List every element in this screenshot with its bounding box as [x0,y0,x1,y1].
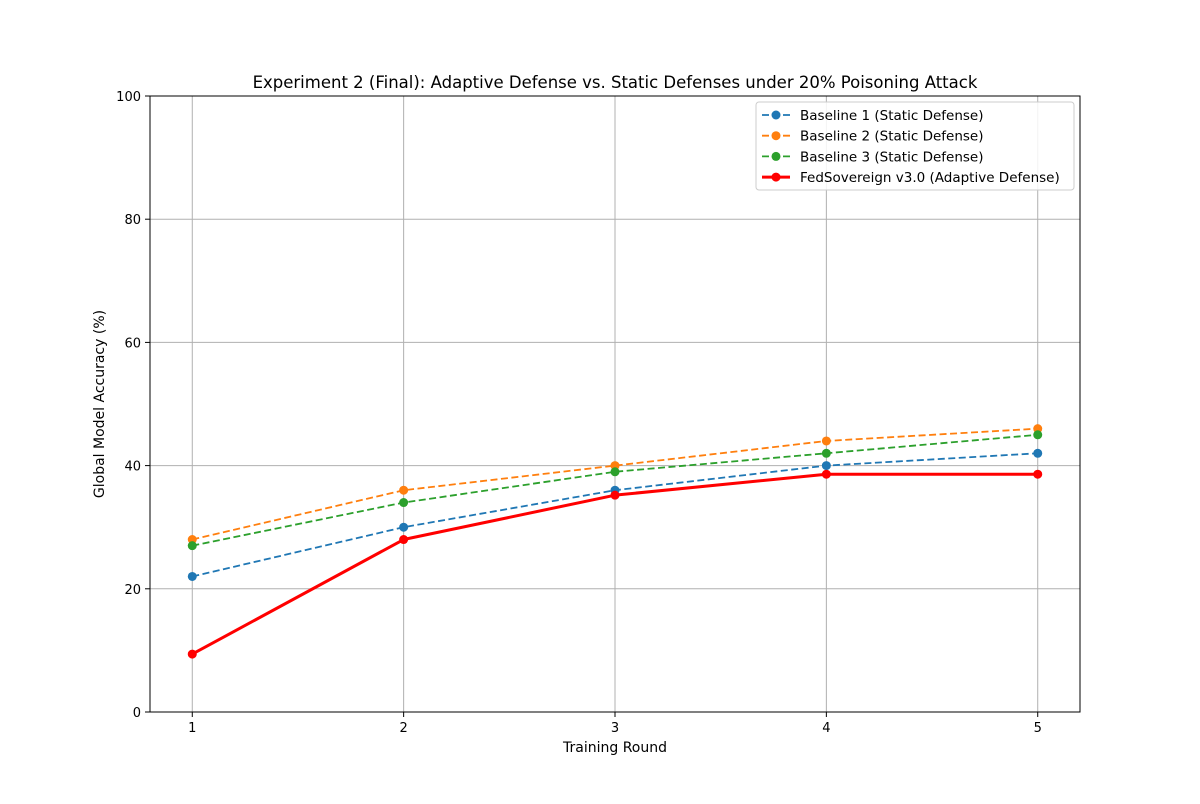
data-point [821,461,831,471]
legend-entry-label: Baseline 3 (Static Defense) [800,149,984,165]
legend-entry-label: FedSovereign v3.0 (Adaptive Defense) [800,170,1060,186]
series-layer [187,424,1043,659]
x-tick-label: 5 [1034,721,1042,736]
y-tick-label: 0 [133,706,141,721]
data-point [399,498,409,508]
data-point [821,448,831,458]
data-point [610,461,620,471]
tick-layer: 1 2 3 4 5 0 20 40 60 80 100 [116,90,1042,736]
legend-box [755,101,1075,191]
data-point [187,649,197,659]
y-tick-label: 100 [116,90,141,105]
y-tick-label: 20 [124,583,141,598]
legend-marker [771,110,781,120]
chart-title: Experiment 2 (Final): Adaptive Defense v… [253,73,978,92]
legend-entry-label: Baseline 2 (Static Defense) [800,129,984,145]
data-point [399,535,409,545]
y-axis-label: Global Model Accuracy (%) [92,310,108,498]
data-point [187,541,197,551]
legend: Baseline 1 (Static Defense) Baseline 2 (S… [755,101,1075,191]
data-point [1033,448,1043,458]
legend-entry-label: Baseline 1 (Static Defense) [800,108,984,124]
legend-marker [771,151,781,161]
y-tick-label: 40 [124,460,141,475]
y-tick-label: 80 [124,213,141,228]
data-point [610,490,620,500]
data-point [1033,430,1043,440]
x-tick-label: 3 [611,721,619,736]
legend-marker [771,172,781,182]
data-point [187,571,197,581]
x-tick-label: 4 [822,721,830,736]
x-axis-label: Training Round [562,740,667,756]
data-point [1033,424,1043,434]
data-point [399,522,409,532]
data-point [821,436,831,446]
data-point [399,485,409,495]
data-point [1033,469,1043,479]
legend-marker [771,131,781,141]
data-point [821,469,831,479]
x-tick-label: 1 [188,721,196,736]
x-tick-label: 2 [399,721,407,736]
data-point [187,535,197,545]
y-tick-label: 60 [124,336,141,351]
data-point [610,467,620,477]
